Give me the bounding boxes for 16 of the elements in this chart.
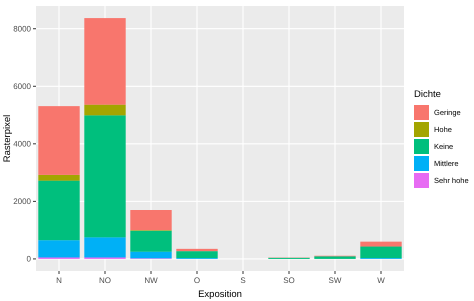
y-axis-title: Rasterpixel	[2, 114, 13, 162]
x-tick-label: SO	[283, 276, 295, 285]
y-tick-label: 0	[26, 254, 32, 264]
x-tick-label: O	[194, 276, 200, 285]
x-tick-label: NW	[144, 276, 158, 285]
y-tick-label: 4000	[13, 140, 32, 149]
x-tick-label: W	[377, 276, 386, 285]
y-tick-label: 8000	[13, 24, 32, 34]
y-tick-label: 2000	[13, 197, 32, 206]
x-axis-title: Exposition	[198, 289, 242, 300]
x-tick-label: NO	[99, 276, 111, 285]
legend-title: Dichte	[414, 89, 441, 100]
x-tick-label: SW	[328, 276, 342, 285]
x-tick-label: S	[240, 276, 246, 285]
x-tick-label: N	[56, 276, 62, 285]
y-tick-label: 6000	[13, 82, 32, 92]
